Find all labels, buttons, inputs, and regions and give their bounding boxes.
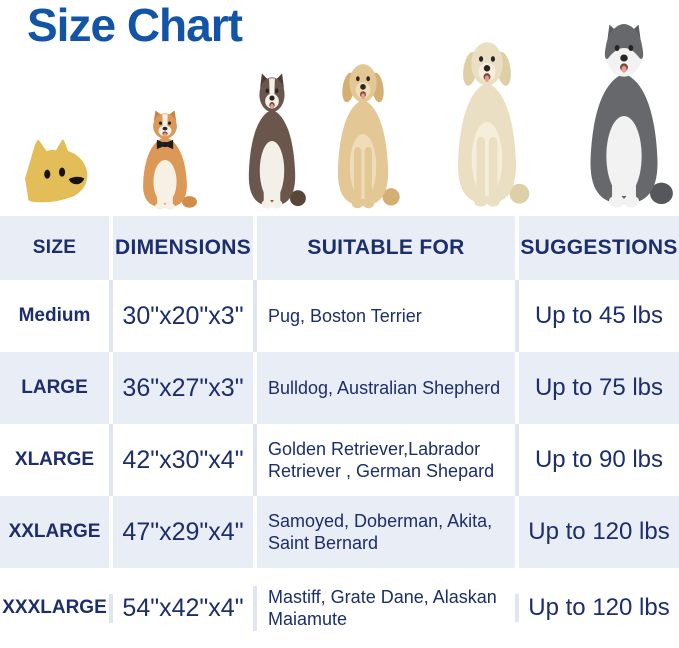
suggestions-cell: Up to 75 lbs bbox=[515, 352, 679, 424]
suitable-for-cell: Mastiff, Grate Dane, Alaskan Maiamute bbox=[253, 585, 515, 631]
size-cell: XLARGE bbox=[14, 449, 95, 470]
header-suggestions: SUGGESTIONS bbox=[515, 216, 679, 280]
dimensions-cell: 36"x27"x3" bbox=[109, 352, 253, 424]
size-cell: XXXLARGE bbox=[2, 597, 107, 618]
suitable-for-cell: Samoyed, Doberman, Akita, Saint Bernard bbox=[253, 496, 515, 568]
header-suitable-for: SUITABLE FOR bbox=[253, 216, 515, 280]
table-header-row: SIZE DIMENSIONS SUITABLE FOR SUGGESTIONS bbox=[0, 216, 679, 280]
suggestions-cell: Up to 120 lbs bbox=[515, 594, 679, 622]
suggestions-cell: Up to 90 lbs bbox=[515, 424, 679, 496]
table-row-xxlarge: XXLARGE 47"x29"x4" Samoyed, Doberman, Ak… bbox=[0, 496, 679, 568]
size-chart-table: SIZE DIMENSIONS SUITABLE FOR SUGGESTIONS… bbox=[0, 216, 679, 648]
dimensions-cell: 47"x29"x4" bbox=[109, 496, 253, 568]
labrador-dog-image bbox=[442, 33, 532, 211]
suitable-for-cell: Bulldog, Australian Shepherd bbox=[253, 352, 515, 424]
suitable-for-cell: Golden Retriever,Labrador Retriever , Ge… bbox=[253, 424, 515, 496]
size-cell: LARGE bbox=[21, 377, 88, 398]
dimensions-cell: 54"x42"x4" bbox=[109, 593, 253, 623]
header-dimensions: DIMENSIONS bbox=[109, 216, 253, 280]
table-row-xlarge: XLARGE 42"x30"x4" Golden Retriever,Labra… bbox=[0, 424, 679, 496]
dimensions-cell: 30"x20"x3" bbox=[109, 280, 253, 352]
size-cell: XXLARGE bbox=[8, 521, 101, 542]
page-title: Size Chart bbox=[27, 0, 243, 51]
size-cell: Medium bbox=[18, 305, 91, 326]
malamute-dog-image bbox=[572, 20, 676, 212]
dimensions-cell: 42"x30"x4" bbox=[109, 424, 253, 496]
hero-section: Size Chart bbox=[0, 0, 679, 216]
table-row-medium: Medium 30"x20"x3" Pug, Boston Terrier Up… bbox=[0, 280, 679, 352]
golden-retriever-dog-image bbox=[324, 56, 402, 212]
border-collie-dog-image bbox=[236, 70, 308, 212]
suggestions-cell: Up to 45 lbs bbox=[515, 280, 679, 352]
suitable-for-cell: Pug, Boston Terrier bbox=[253, 280, 515, 352]
table-row-large: LARGE 36"x27"x3" Bulldog, Australian She… bbox=[0, 352, 679, 424]
corgi-dog-image bbox=[131, 108, 199, 212]
header-size: SIZE bbox=[32, 237, 77, 258]
brand-dog-logo-icon bbox=[19, 135, 93, 205]
suggestions-cell: Up to 120 lbs bbox=[515, 496, 679, 568]
table-row-xxxlarge: XXXLARGE 54"x42"x4" Mastiff, Grate Dane,… bbox=[0, 568, 679, 648]
